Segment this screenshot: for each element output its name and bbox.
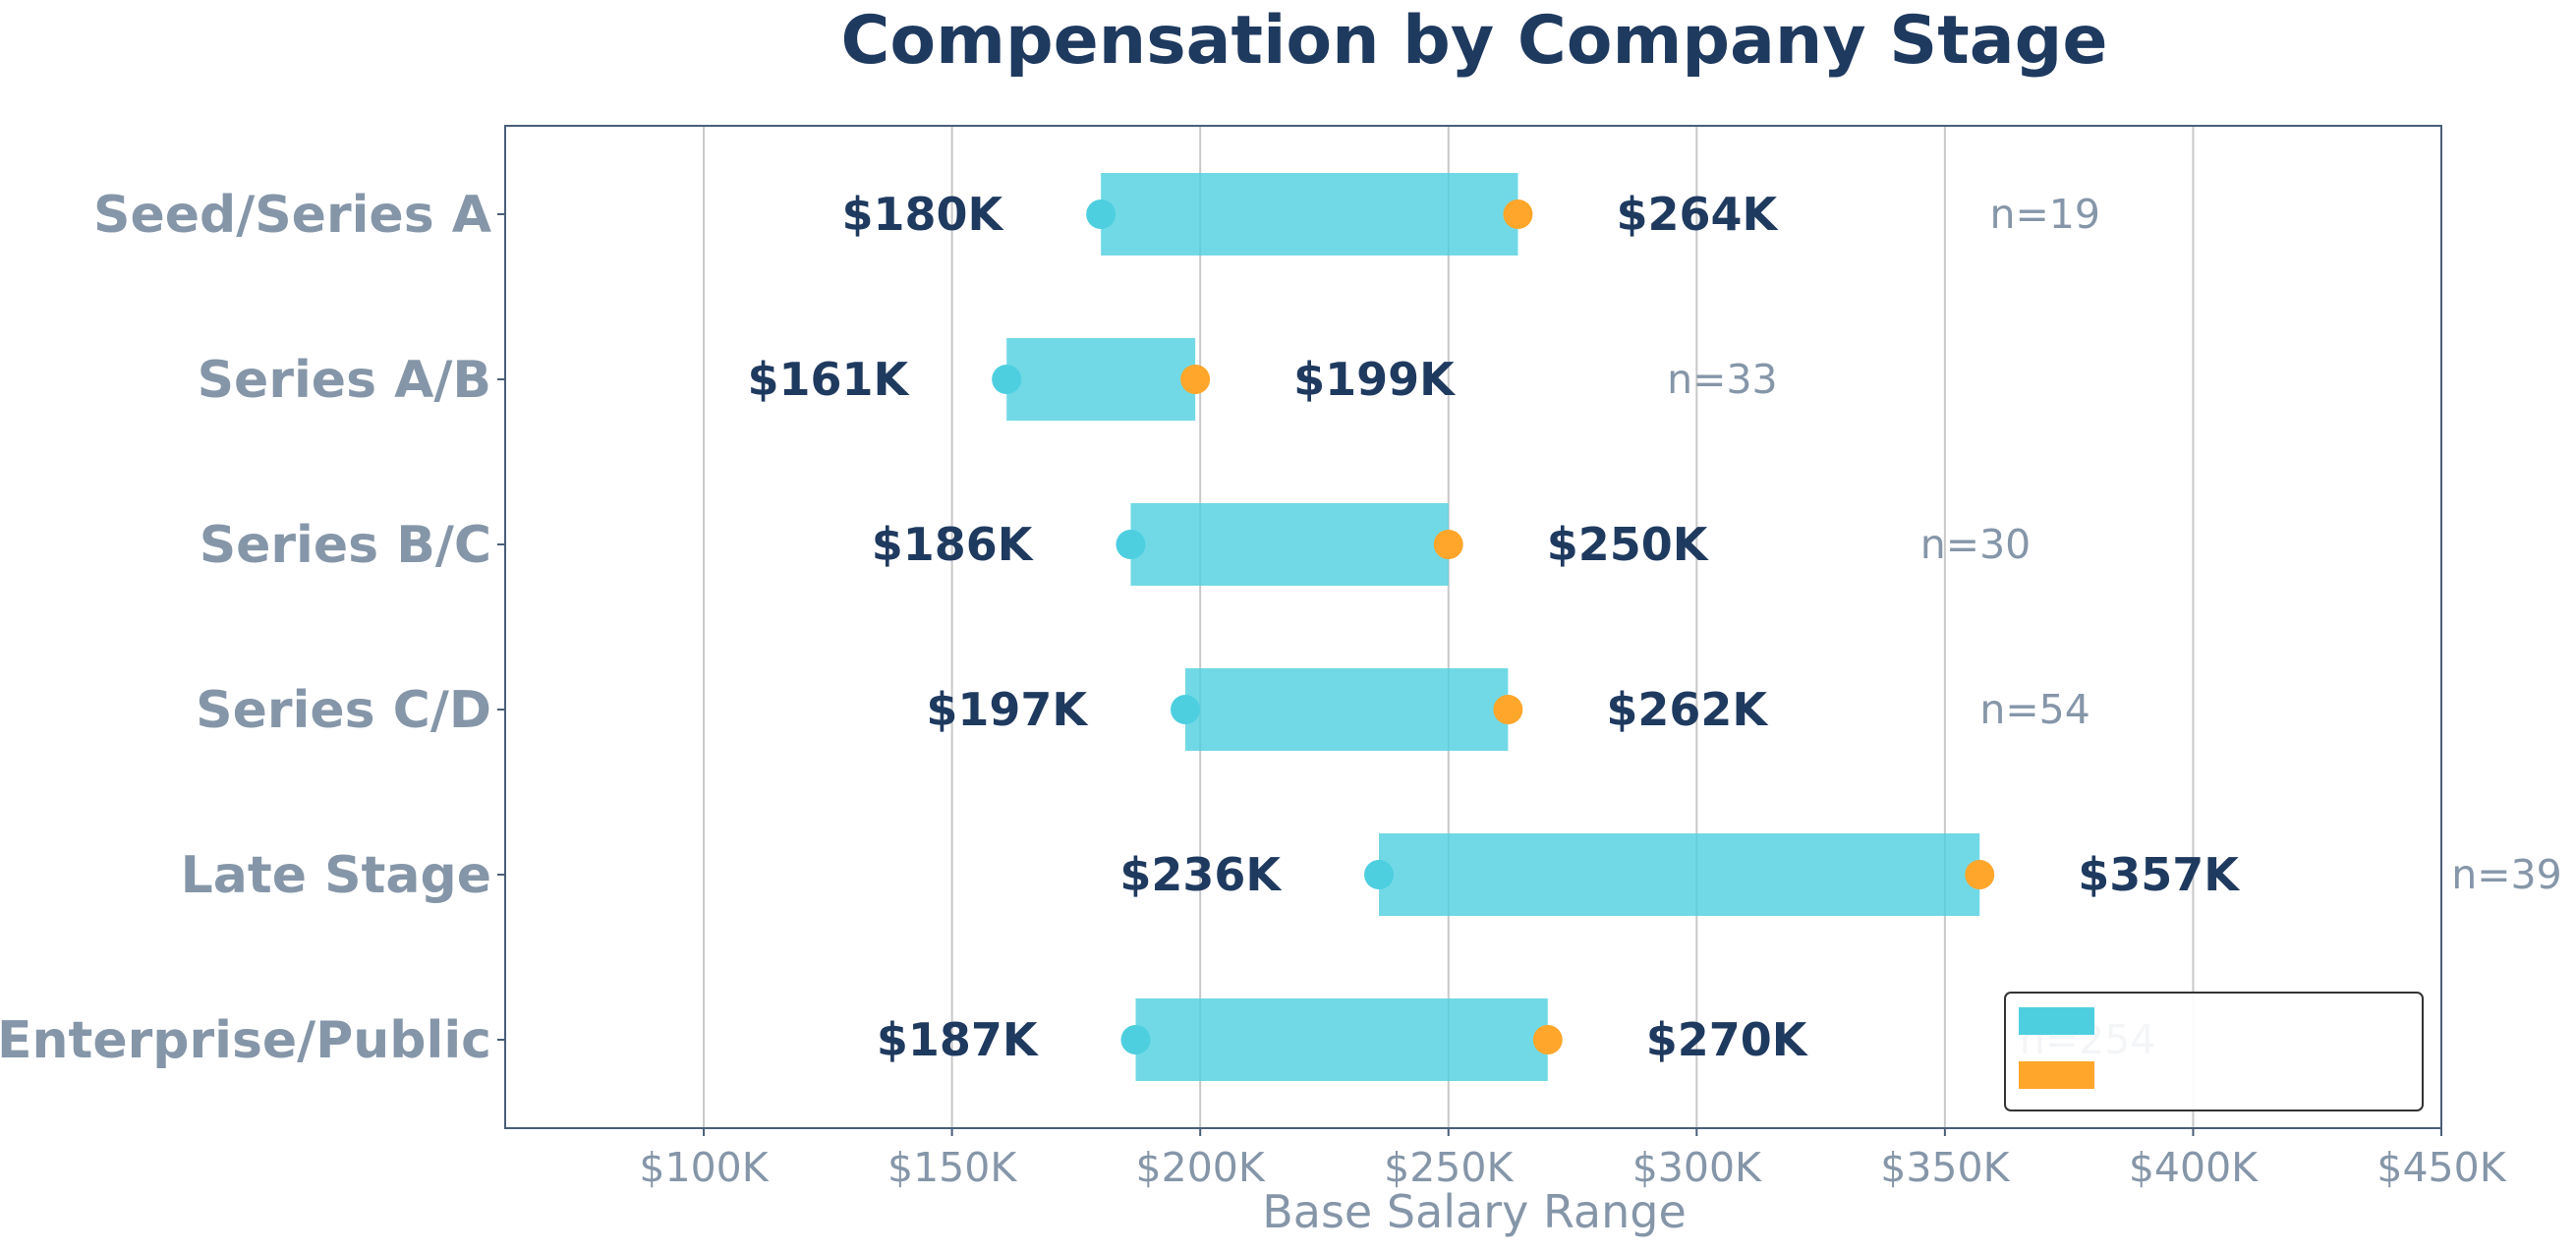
legend-swatch-range — [2019, 1007, 2094, 1035]
y-tick-label: Late Stage — [181, 846, 491, 905]
high-dot — [1433, 530, 1463, 559]
range-bars — [1006, 173, 1980, 1081]
high-value-label: $250K — [1547, 518, 1710, 571]
legend — [2004, 992, 2424, 1111]
x-tick-label: $350K — [1880, 1144, 2010, 1191]
legend-swatch-high — [2019, 1061, 2094, 1089]
x-tick-label: $150K — [887, 1144, 1017, 1191]
low-dot — [1120, 1025, 1151, 1054]
x-tick-label: $450K — [2376, 1144, 2506, 1191]
x-axis-label: Base Salary Range — [1262, 1185, 1687, 1238]
chart-title: Compensation by Company Stage — [841, 2, 2108, 80]
range-bar — [1379, 833, 1980, 916]
high-value-label: $264K — [1616, 188, 1779, 241]
gridlines — [703, 126, 2195, 1128]
high-dot — [1503, 199, 1533, 229]
x-tick-label: $250K — [1384, 1144, 1514, 1191]
y-tick-label: Series A/B — [198, 351, 491, 410]
low-value-label: $197K — [926, 683, 1089, 736]
low-value-label: $236K — [1119, 848, 1283, 901]
range-bar — [1135, 998, 1548, 1081]
high-value-label: $262K — [1606, 683, 1769, 736]
sample-size-label: n=39 — [2451, 851, 2562, 898]
y-tick-label: Enterprise/Public — [0, 1011, 491, 1070]
y-tick-label: Seed/Series A — [93, 186, 491, 245]
range-bar — [1006, 338, 1196, 421]
endpoint-dots — [992, 199, 1995, 1054]
low-dot — [992, 365, 1022, 394]
plot-frame — [504, 125, 2442, 1129]
low-dot — [1116, 530, 1146, 559]
low-dot — [1086, 199, 1116, 229]
high-value-label: $270K — [1646, 1013, 1809, 1066]
sample-size-label: n=54 — [1979, 686, 2090, 733]
x-axis-ticks: $100K $150K $200K $250K $300K $350K $400K $450K — [639, 1128, 2507, 1191]
plot-border — [504, 125, 2442, 1129]
value-labels: $180K $264K n=19 $161K $199K n=33 $186K $250K n=… — [747, 188, 2561, 1066]
x-tick-label: $300K — [1632, 1144, 1762, 1191]
sample-size-label: n=19 — [1989, 191, 2100, 238]
legend-box — [2004, 992, 2424, 1111]
high-dot — [1532, 1025, 1563, 1054]
range-bar — [1101, 173, 1518, 256]
low-value-label: $161K — [747, 353, 910, 406]
high-dot — [1965, 860, 1995, 889]
x-tick-label: $400K — [2129, 1144, 2259, 1191]
x-tick-label: $100K — [639, 1144, 769, 1191]
low-dot — [1171, 695, 1201, 724]
sample-size-label: n=33 — [1667, 356, 1778, 403]
sample-size-label: n=30 — [1920, 521, 2032, 568]
x-tick-label: $200K — [1136, 1144, 1266, 1191]
high-value-label: $199K — [1293, 353, 1457, 406]
low-value-label: $187K — [877, 1013, 1040, 1066]
low-value-label: $180K — [841, 188, 1004, 241]
y-tick-label: Series C/D — [196, 681, 491, 740]
high-dot — [1180, 365, 1211, 394]
y-tick-label: Series B/C — [200, 516, 491, 575]
range-bar — [1130, 503, 1449, 586]
range-bar — [1185, 668, 1509, 751]
high-value-label: $357K — [2078, 848, 2241, 901]
low-dot — [1364, 860, 1395, 889]
low-value-label: $186K — [872, 518, 1035, 571]
y-axis-ticks: Seed/Series A Series A/B Series B/C Series … — [0, 186, 505, 1070]
high-dot — [1493, 695, 1523, 724]
